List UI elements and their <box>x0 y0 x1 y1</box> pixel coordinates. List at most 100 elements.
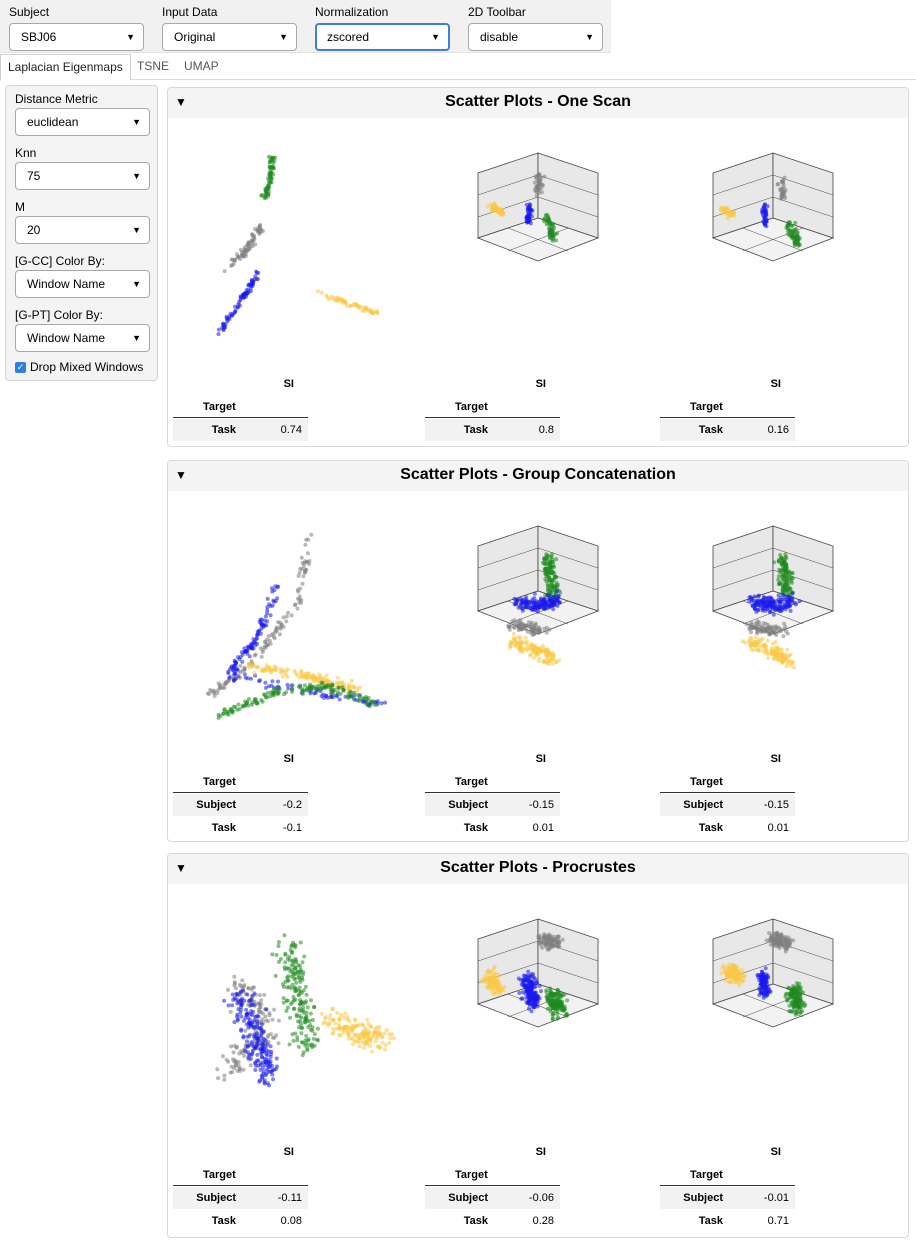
scatter-point <box>781 179 786 184</box>
scatter-point <box>528 625 533 630</box>
scatter-point <box>234 667 239 672</box>
gpt-color-select[interactable]: Window Name ▼ <box>15 324 150 352</box>
scatter-point <box>545 553 550 558</box>
scatter-point <box>383 700 388 705</box>
scatter-point <box>373 1030 378 1035</box>
scatter-point <box>267 165 272 170</box>
scatter-point <box>776 653 781 658</box>
tab-tsne[interactable]: TSNE <box>137 59 170 73</box>
scatter-plot-3d[interactable] <box>693 909 853 1079</box>
scatter-point <box>263 693 267 698</box>
scatter-point <box>253 227 257 231</box>
scatter-point <box>281 996 286 1001</box>
scatter-point <box>216 1076 221 1081</box>
scatter-point <box>216 712 221 717</box>
scatter-point <box>243 1028 248 1033</box>
scatter-point <box>319 680 324 685</box>
scatter-point <box>784 652 789 657</box>
scatter-plot-3d[interactable] <box>693 516 853 686</box>
collapse-triangle-icon[interactable]: ▼ <box>175 95 187 109</box>
scatter-point <box>293 943 298 948</box>
scatter-point <box>254 636 259 641</box>
knn-select[interactable]: 75 ▼ <box>15 162 150 190</box>
scatter-point <box>771 612 776 617</box>
si-header: SI <box>770 1146 781 1158</box>
scatter-point <box>249 289 253 293</box>
scatter-point <box>246 986 251 991</box>
scatter-point <box>269 667 273 672</box>
scatter-plot-2d[interactable] <box>188 506 398 726</box>
scatter-point <box>239 247 243 252</box>
scatter-point <box>217 686 222 690</box>
scatter-point <box>238 1010 243 1015</box>
collapse-triangle-icon[interactable]: ▼ <box>175 468 187 482</box>
scatter-point <box>551 657 556 662</box>
scatter-point <box>534 626 539 631</box>
scatter-point <box>293 957 298 961</box>
panel-header[interactable]: ▼ Scatter Plots - One Scan <box>168 88 908 118</box>
scatter-point <box>299 555 304 560</box>
target-header: Target <box>455 1169 488 1181</box>
scatter-point <box>364 305 369 310</box>
scatter-point <box>253 1068 258 1072</box>
scatter-point <box>263 639 268 644</box>
scatter-point <box>298 1019 303 1024</box>
scatter-point <box>285 998 290 1003</box>
panel-title: Scatter Plots - One Scan <box>445 93 631 110</box>
scatter-point <box>309 998 313 1003</box>
scatter-plot-3d[interactable] <box>693 143 853 293</box>
scatter-point <box>268 613 273 618</box>
scatter-plot-3d[interactable] <box>458 909 618 1079</box>
scatter-point <box>247 1043 252 1048</box>
scatter-point <box>289 974 294 979</box>
tab-laplacian-eigenmaps[interactable]: Laplacian Eigenmaps <box>0 54 131 81</box>
gcc-color-select[interactable]: Window Name ▼ <box>15 270 150 298</box>
scatter-point <box>290 950 295 954</box>
scatter-plot-3d[interactable] <box>458 516 618 686</box>
normalization-control: Normalization zscored ▼ <box>315 4 450 51</box>
scatter-point <box>266 668 270 673</box>
normalization-select[interactable]: zscored ▼ <box>315 23 450 51</box>
scatter-point <box>778 941 783 946</box>
subject-select[interactable]: SBJ06 ▼ <box>9 23 144 51</box>
tab-umap[interactable]: UMAP <box>184 59 219 73</box>
scatter-point <box>290 683 295 688</box>
knn-value: 75 <box>27 169 41 183</box>
scatter-point <box>303 542 308 547</box>
table-row: Task 0.28 <box>425 1210 560 1232</box>
drop-mixed-windows-checkbox[interactable]: ✓ Drop Mixed Windows <box>15 360 143 374</box>
scatter-point <box>528 221 533 226</box>
scatter-point <box>235 1018 240 1023</box>
si-header: SI <box>283 1146 294 1158</box>
scatter-point <box>262 1080 267 1085</box>
scatter-plot-2d[interactable] <box>188 899 398 1119</box>
toolbar-2d-select[interactable]: disable ▼ <box>468 23 603 51</box>
scatter-point <box>788 652 793 657</box>
scatter-point <box>781 593 786 597</box>
scatter-point <box>270 164 275 169</box>
scatter-point <box>301 574 306 579</box>
scatter-point <box>233 304 238 309</box>
scatter-point <box>524 595 529 600</box>
scatter-point <box>281 615 286 620</box>
m-value: 20 <box>27 223 41 237</box>
input-data-select[interactable]: Original ▼ <box>162 23 297 51</box>
distance-metric-select[interactable]: euclidean ▼ <box>15 108 150 136</box>
panel-header[interactable]: ▼ Scatter Plots - Group Concatenation <box>168 461 908 491</box>
table-row: Subject -0.11 <box>173 1187 308 1209</box>
scatter-point <box>324 1015 329 1020</box>
table-header: Target <box>425 401 560 418</box>
row-label: Subject <box>196 1192 236 1204</box>
scatter-point <box>542 626 547 631</box>
panel-header[interactable]: ▼ Scatter Plots - Procrustes <box>168 854 908 884</box>
scatter-point <box>309 1043 314 1048</box>
scatter-point <box>496 984 501 989</box>
collapse-triangle-icon[interactable]: ▼ <box>175 861 187 875</box>
scatter-point <box>252 653 257 658</box>
scatter-plot-3d[interactable] <box>458 143 618 293</box>
scatter-plot-2d[interactable] <box>188 133 398 353</box>
scatter-point <box>242 1053 247 1058</box>
m-select[interactable]: 20 ▼ <box>15 216 150 244</box>
row-label: Task <box>211 424 236 436</box>
scatter-point <box>803 1002 808 1007</box>
